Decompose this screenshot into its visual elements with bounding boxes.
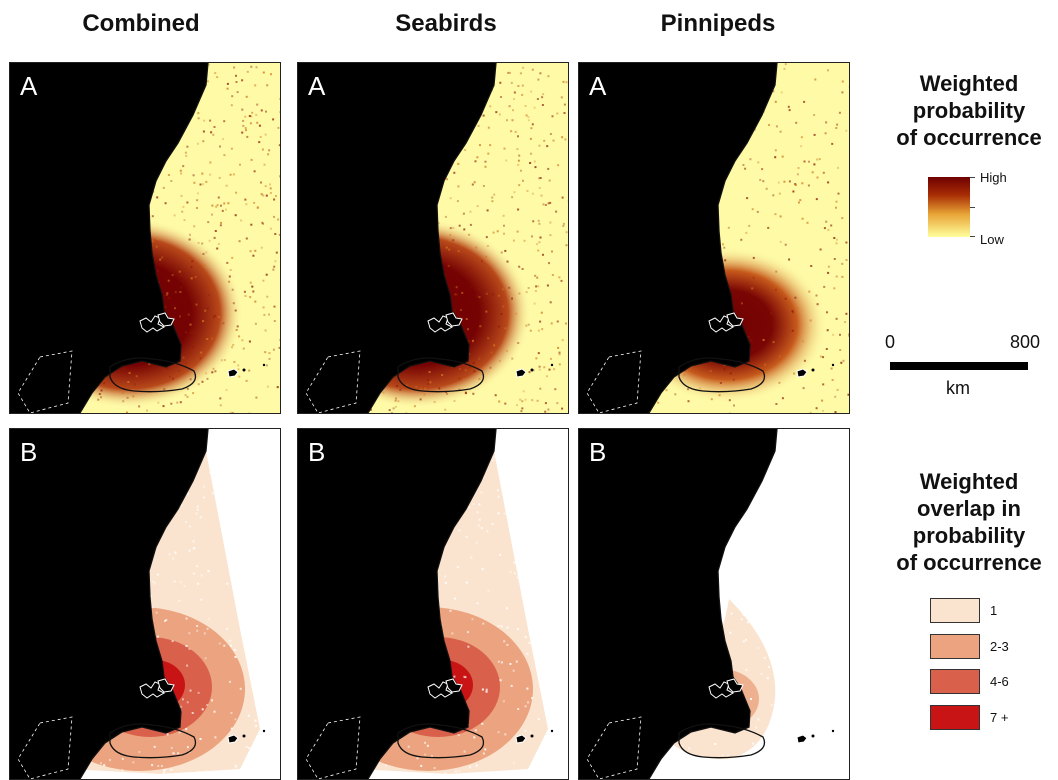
- overlap-legend-title-line-4: of occurrence: [880, 549, 1058, 576]
- overlap-legend-title-line-3: probability: [880, 522, 1058, 549]
- ramp-high-label: High: [980, 170, 1007, 185]
- panel-label-b: B: [589, 437, 606, 468]
- scale-end-label: 800: [1010, 332, 1040, 353]
- overlap-swatch-2: [930, 634, 980, 659]
- overlap-swatch-4: [930, 705, 980, 730]
- panel-label-b: B: [308, 437, 325, 468]
- ramp-tick: [970, 236, 975, 237]
- overlap-swatch-label-1: 1: [990, 603, 997, 618]
- ramp-low-label: Low: [980, 232, 1004, 247]
- map-panel-combined-overlap: B: [9, 428, 281, 780]
- map-panel-seabirds-overlap: B: [297, 428, 569, 780]
- map-panel-pinnipeds-overlap: B: [578, 428, 850, 780]
- map-panel-seabirds-probability: A: [297, 62, 569, 414]
- column-title-combined: Combined: [0, 10, 282, 38]
- overlap-swatch-label-4: 7 +: [990, 710, 1008, 725]
- ramp-tick: [970, 177, 975, 178]
- overlap-swatch-label-3: 4-6: [990, 674, 1009, 689]
- probability-legend-title-line-1: Weighted: [880, 70, 1058, 97]
- map-panel-combined-probability: A: [9, 62, 281, 414]
- panel-label-a: A: [308, 71, 325, 102]
- scale-unit-label: km: [946, 378, 970, 399]
- panel-label-b: B: [20, 437, 37, 468]
- overlap-swatch-3: [930, 669, 980, 694]
- ramp-tick: [970, 207, 975, 208]
- probability-color-ramp: [928, 177, 970, 237]
- column-title-seabirds: Seabirds: [305, 10, 587, 38]
- scale-start-label: 0: [885, 332, 895, 353]
- overlap-swatch-label-2: 2-3: [990, 639, 1009, 654]
- overlap-swatch-1: [930, 598, 980, 623]
- panel-label-a: A: [589, 71, 606, 102]
- column-title-pinnipeds: Pinnipeds: [577, 10, 859, 38]
- probability-legend-title-line-2: probability: [880, 97, 1058, 124]
- map-panel-pinnipeds-probability: A: [578, 62, 850, 414]
- panel-label-a: A: [20, 71, 37, 102]
- probability-legend-title-line-3: of occurrence: [880, 124, 1058, 151]
- overlap-legend-title-line-2: overlap in: [880, 495, 1058, 522]
- scale-bar: [890, 362, 1028, 370]
- overlap-legend-title-line-1: Weighted: [880, 468, 1058, 495]
